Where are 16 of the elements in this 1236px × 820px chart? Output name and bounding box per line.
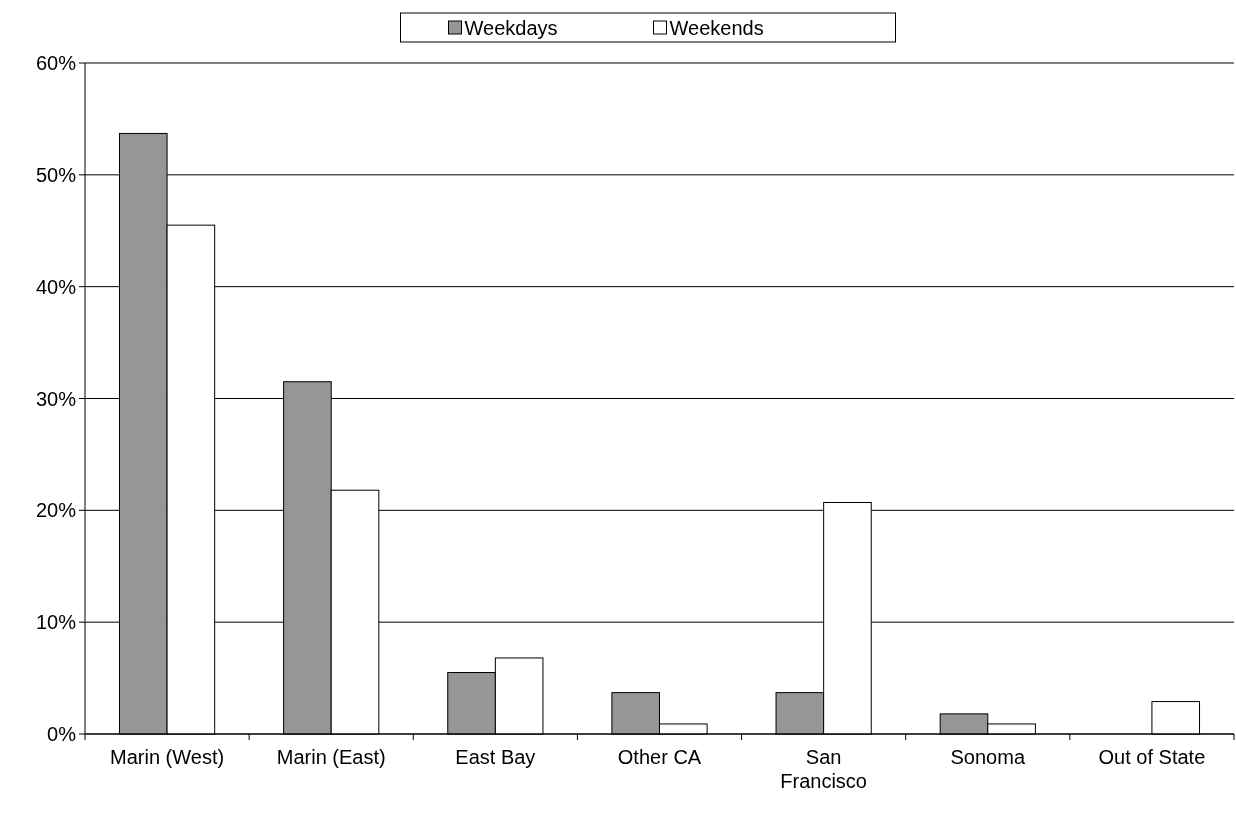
y-tick-label: 0%	[47, 723, 77, 745]
y-tick-label: 20%	[35, 499, 77, 522]
x-tick-label: Out of State	[1098, 746, 1206, 768]
x-tick-label: Marin (West)	[110, 746, 225, 768]
x-tick-label: East Bay	[455, 746, 536, 768]
x-tick-label: Sonoma	[950, 746, 1026, 768]
x-tick-label: Other CA	[617, 746, 702, 768]
x-tick-label: Marin (East)	[276, 746, 386, 768]
y-tick-label: 10%	[35, 611, 77, 634]
legend-label: Weekends	[669, 17, 764, 39]
y-tick-label: 40%	[35, 275, 77, 298]
y-tick-label: 60%	[35, 52, 77, 74]
y-tick-label: 50%	[35, 163, 77, 186]
x-tick-label: San Francisco	[780, 746, 867, 792]
legend-label: Weekdays	[464, 17, 558, 39]
y-tick-label: 30%	[35, 387, 77, 410]
